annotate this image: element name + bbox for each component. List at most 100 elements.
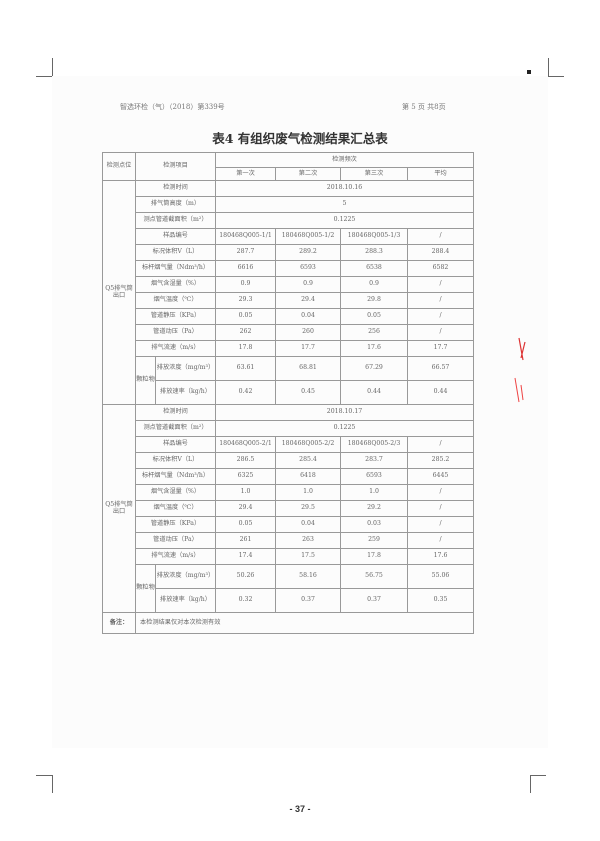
value-cell: 288.3 bbox=[340, 244, 408, 261]
value-cell: 5 bbox=[215, 196, 474, 213]
value-cell: 180468Q005-1/1 bbox=[215, 228, 276, 245]
value-cell: 0.05 bbox=[340, 308, 408, 325]
results-table: 检测点位 检测项目 检测频次 第一次 第二次 第三次 平均 Q5排气筒出口 检测时间 2018.1… bbox=[102, 152, 474, 634]
header-frequency: 检测频次 bbox=[215, 152, 474, 168]
table-row: Q5排气筒出口 检测时间 2018.10.16 bbox=[102, 180, 474, 405]
item-cell: 排放浓度（mg/m³） bbox=[155, 564, 216, 589]
value-cell: 2018.10.17 bbox=[215, 404, 474, 421]
value-cell: 6445 bbox=[407, 468, 474, 485]
header-sub-col: 平均 bbox=[407, 167, 474, 181]
value-cell: 0.42 bbox=[215, 380, 276, 405]
value-cell: / bbox=[407, 308, 474, 325]
table-title: 表4 有组织废气检测结果汇总表 bbox=[212, 131, 388, 146]
header-sub-col: 第三次 bbox=[340, 167, 408, 181]
value-cell: 1.0 bbox=[340, 484, 408, 501]
value-cell: / bbox=[407, 484, 474, 501]
value-cell: 262 bbox=[215, 324, 276, 341]
remark-text: 本检测结果仅对本次检测有效 bbox=[135, 612, 474, 634]
item-cell: 检测时间 bbox=[135, 404, 216, 421]
site-cell: Q5排气筒出口 bbox=[102, 180, 136, 405]
item-cell: 标杆烟气量（Ndm³/h） bbox=[135, 260, 216, 277]
item-cell: 烟气温度（℃） bbox=[135, 292, 216, 309]
item-cell: 排放浓度（mg/m³） bbox=[155, 356, 216, 381]
value-cell: 0.9 bbox=[275, 276, 341, 293]
value-cell: 283.7 bbox=[340, 452, 408, 469]
value-cell: 17.8 bbox=[215, 340, 276, 357]
value-cell: 6593 bbox=[340, 468, 408, 485]
item-cell: 测点管道截面积（m²） bbox=[135, 212, 216, 229]
value-cell: 285.4 bbox=[275, 452, 341, 469]
value-cell: 6325 bbox=[215, 468, 276, 485]
value-cell: 17.8 bbox=[340, 548, 408, 565]
table-row: 颗粒物 排放浓度（mg/m³） 63.61 68.81 67.29 66.57 bbox=[103, 356, 474, 405]
item-cell: 烟气含湿量（%） bbox=[135, 484, 216, 501]
value-cell: / bbox=[407, 436, 474, 453]
value-cell: 6538 bbox=[340, 260, 408, 277]
crop-mark bbox=[530, 775, 546, 776]
item-cell: 烟气温度（℃） bbox=[135, 500, 216, 517]
item-cell: 排气流速（m/s） bbox=[135, 340, 216, 357]
value-cell: 256 bbox=[340, 324, 408, 341]
item-cell: 排放速率（kg/h） bbox=[155, 588, 216, 613]
value-cell: 288.4 bbox=[407, 244, 474, 261]
table-row: 烟气含湿量（%） 1.0 1.0 1.0/ bbox=[103, 484, 474, 501]
value-cell: 2018.10.16 bbox=[215, 180, 474, 197]
value-cell: 6582 bbox=[407, 260, 474, 277]
table-row: 管道动压（Pa） 262 260 256/ bbox=[103, 324, 474, 341]
value-cell: 17.7 bbox=[275, 340, 341, 357]
table-row: 管道动压（Pa） 261 263 259/ bbox=[103, 532, 474, 549]
item-cell: 管道动压（Pa） bbox=[135, 532, 216, 549]
value-cell: 180468Q005-1/2 bbox=[275, 228, 341, 245]
table-row: 烟气温度（℃） 29.3 29.4 29.8/ bbox=[103, 292, 474, 309]
value-cell: 263 bbox=[275, 532, 341, 549]
value-cell: 1.0 bbox=[275, 484, 341, 501]
value-cell: 29.4 bbox=[215, 500, 276, 517]
value-cell: 68.81 bbox=[275, 356, 341, 381]
value-cell: / bbox=[407, 228, 474, 245]
value-cell: 29.5 bbox=[275, 500, 341, 517]
value-cell: 29.4 bbox=[275, 292, 341, 309]
crop-mark bbox=[52, 58, 53, 76]
item-cell: 排放速率（kg/h） bbox=[155, 380, 216, 405]
value-cell: 180468Q005-2/1 bbox=[215, 436, 276, 453]
value-cell: 50.26 bbox=[215, 564, 276, 589]
value-cell: 6593 bbox=[275, 260, 341, 277]
value-cell: 58.16 bbox=[275, 564, 341, 589]
value-cell: 180468Q005-2/3 bbox=[340, 436, 408, 453]
value-cell: 0.35 bbox=[407, 588, 474, 613]
table-row: 颗粒物 排放浓度（mg/m³） 50.26 58.16 56.75 55.06 bbox=[103, 564, 474, 613]
table-row: 排气流速（m/s） 17.8 17.7 17.6 17.7 bbox=[103, 340, 474, 357]
item-cell: 烟气含湿量（%） bbox=[135, 276, 216, 293]
table-row: 标况体积V（L） 286.5 285.4 283.7 285.2 bbox=[103, 452, 474, 469]
report-number: 智选环检（气）（2018）第339号 bbox=[120, 103, 225, 111]
value-cell: 180468Q005-1/3 bbox=[340, 228, 408, 245]
value-cell: 67.29 bbox=[340, 356, 408, 381]
value-cell: 285.2 bbox=[407, 452, 474, 469]
table-row: 样品编号 180468Q005-2/1 180468Q005-2/2 180468Q0… bbox=[103, 436, 474, 453]
value-cell: / bbox=[407, 532, 474, 549]
item-cell: 标杆烟气量（Ndm³/h） bbox=[135, 468, 216, 485]
value-cell: 259 bbox=[340, 532, 408, 549]
value-cell: 0.37 bbox=[340, 588, 408, 613]
site-cell: Q5排气筒出口 bbox=[102, 404, 136, 613]
value-cell: 0.9 bbox=[215, 276, 276, 293]
item-cell: 排气筒高度（m） bbox=[135, 196, 216, 213]
crop-mark bbox=[527, 70, 531, 74]
table-row: 排放速率（kg/h） 0.42 0.45 0.44 0.44 bbox=[103, 380, 474, 405]
value-cell: 286.5 bbox=[215, 452, 276, 469]
value-cell: 17.6 bbox=[407, 548, 474, 565]
value-cell: 0.03 bbox=[340, 516, 408, 533]
table-row: 标况体积V（L） 287.7 289.2 288.3 288.4 bbox=[103, 244, 474, 261]
value-cell: 0.44 bbox=[407, 380, 474, 405]
value-cell: 6418 bbox=[275, 468, 341, 485]
value-cell: 29.2 bbox=[340, 500, 408, 517]
value-cell: 0.05 bbox=[215, 308, 276, 325]
table-row: 排气流速（m/s） 17.4 17.5 17.8 17.6 bbox=[103, 548, 474, 565]
page-count: 第 5 页 共8页 bbox=[402, 103, 446, 111]
crop-mark bbox=[530, 775, 531, 793]
value-cell: 0.9 bbox=[340, 276, 408, 293]
value-cell: 0.37 bbox=[275, 588, 341, 613]
value-cell: 56.75 bbox=[340, 564, 408, 589]
item-cell: 样品编号 bbox=[135, 228, 216, 245]
item-cell: 检测时间 bbox=[135, 180, 216, 197]
